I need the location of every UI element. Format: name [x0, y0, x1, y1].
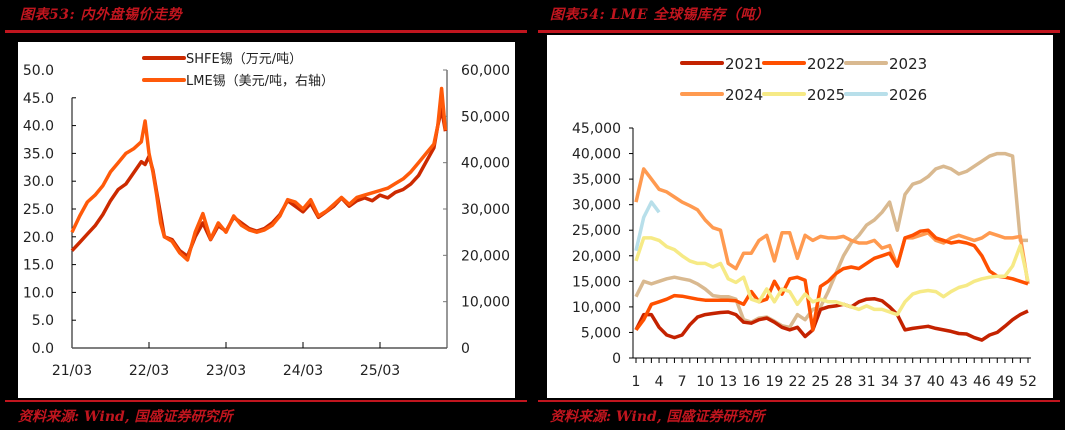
right-y-tick-label: 50,000 — [461, 109, 510, 125]
series-line-2026 — [634, 200, 661, 252]
x-tick-label: 52 — [1019, 374, 1037, 390]
x-tick-label: 1 — [632, 374, 641, 390]
right-chart-panel: 0 5,000 10,000 15,000 20,000 25,000 30,000 35,0… — [547, 35, 1053, 398]
left-chart-panel: 0.0 5.0 10.0 15.0 20.0 25.0 30.0 35.0 40.0 45.0 50… — [18, 42, 515, 398]
legend-label: 2025 — [807, 86, 845, 104]
x-tick-label: 31 — [858, 374, 876, 390]
x-tick-label: 24/03 — [283, 363, 323, 379]
y-tick-label: 0 — [612, 351, 621, 367]
y-tick-label: 10,000 — [572, 300, 621, 316]
y-tick-label: 25,000 — [572, 223, 621, 239]
x-tick-label: 23/03 — [206, 363, 246, 379]
series-line-shfe — [70, 107, 448, 259]
right-source-note: 资料来源: Wind, 国盛证券研究所 — [550, 409, 765, 425]
x-tick-label: 25/03 — [360, 363, 400, 379]
x-tick-label: 22/03 — [129, 363, 169, 379]
left-y-tick-label: 40.0 — [23, 119, 54, 135]
right-y-tick-label: 40,000 — [461, 156, 510, 172]
left-y-tick-label: 10.0 — [23, 285, 54, 301]
x-tick-label: 7 — [678, 374, 687, 390]
left-line-chart: 0.0 5.0 10.0 15.0 20.0 25.0 30.0 35.0 40.0 45.0 50… — [23, 52, 510, 379]
legend-label: 2022 — [807, 55, 845, 73]
series-line-2025 — [634, 236, 1030, 317]
y-tick-label: 15,000 — [572, 274, 621, 290]
right-y-tick-label: 10,000 — [461, 295, 510, 311]
x-tick-label: 19 — [765, 374, 783, 390]
y-tick-label: 5,000 — [581, 325, 621, 341]
right-y-tick-label: 0 — [461, 341, 470, 357]
left-source-note: 资料来源: Wind, 国盛证券研究所 — [18, 409, 233, 425]
x-tick-label: 13 — [719, 374, 737, 390]
x-tick-label: 34 — [881, 374, 899, 390]
legend-label: 2026 — [889, 86, 927, 104]
x-tick-label: 25 — [812, 374, 830, 390]
x-tick-label: 22 — [788, 374, 806, 390]
x-tick-label: 43 — [950, 374, 968, 390]
x-tick-label: 10 — [696, 374, 714, 390]
x-tick-label: 37 — [904, 374, 922, 390]
series-line-2021 — [634, 296, 1029, 342]
left-y-tick-label: 0.0 — [32, 341, 54, 357]
right-source-rule — [538, 400, 1060, 402]
x-tick-label: 40 — [927, 374, 945, 390]
y-tick-label: 20,000 — [572, 249, 621, 265]
left-y-tick-label: 50.0 — [23, 63, 54, 79]
left-y-tick-label: 5.0 — [32, 313, 54, 329]
legend-label: SHFE锡（万元/吨） — [186, 52, 302, 67]
right-figure-title: 图表54: LME 全球锡库存（吨） — [550, 7, 770, 23]
y-tick-label: 30,000 — [572, 198, 621, 214]
y-tick-label: 40,000 — [572, 147, 621, 163]
left-y-tick-label: 30.0 — [23, 174, 54, 190]
legend-label: 2021 — [725, 55, 763, 73]
left-source-rule — [5, 400, 527, 402]
right-line-chart: 0 5,000 10,000 15,000 20,000 25,000 30,000 35,0… — [572, 55, 1037, 390]
x-tick-label: 46 — [973, 374, 991, 390]
x-tick-label: 49 — [996, 374, 1014, 390]
left-y-tick-label: 25.0 — [23, 202, 54, 218]
right-y-tick-label: 60,000 — [461, 63, 510, 79]
legend-label: 2023 — [889, 55, 927, 73]
left-legend: SHFE锡（万元/吨） LME锡（美元/吨，右轴） — [142, 52, 334, 89]
series-line-2024 — [634, 167, 1030, 285]
right-y-tick-label: 20,000 — [461, 248, 510, 264]
y-tick-label: 45,000 — [572, 121, 621, 137]
left-y-tick-label: 15.0 — [23, 258, 54, 274]
left-y-tick-label: 45.0 — [23, 91, 54, 107]
left-y-tick-label: 35.0 — [23, 146, 54, 162]
legend-label: LME锡（美元/吨，右轴） — [186, 74, 334, 89]
right-y-tick-label: 30,000 — [461, 202, 510, 218]
legend-label: 2024 — [725, 86, 763, 104]
x-tick-label: 21/03 — [52, 363, 92, 379]
series-line-lme — [70, 86, 448, 262]
left-title-rule — [5, 30, 527, 33]
y-tick-label: 35,000 — [572, 172, 621, 188]
series-line-2023 — [634, 151, 1028, 330]
right-legend: 2021 2022 2023 2024 2025 2026 — [680, 55, 927, 104]
x-tick-label: 16 — [742, 374, 760, 390]
left-y-tick-label: 20.0 — [23, 230, 54, 246]
left-figure-title: 图表53: 内外盘锡价走势 — [20, 7, 183, 23]
series-line-2022 — [634, 228, 1029, 332]
x-tick-label: 28 — [835, 374, 853, 390]
right-title-rule — [538, 30, 1060, 33]
x-tick-label: 4 — [655, 374, 664, 390]
